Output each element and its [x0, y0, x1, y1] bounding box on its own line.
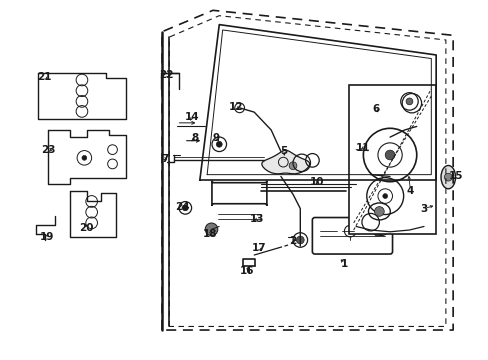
FancyBboxPatch shape — [312, 217, 392, 254]
Text: 18: 18 — [203, 229, 217, 239]
Text: 20: 20 — [79, 223, 93, 233]
Text: 1: 1 — [340, 259, 347, 269]
Text: 12: 12 — [228, 102, 243, 112]
Text: 17: 17 — [251, 243, 266, 253]
Circle shape — [385, 150, 394, 160]
Circle shape — [444, 173, 451, 181]
FancyBboxPatch shape — [211, 181, 266, 206]
Text: 22: 22 — [159, 69, 174, 80]
Circle shape — [405, 98, 412, 105]
Circle shape — [82, 156, 87, 160]
Text: 15: 15 — [447, 171, 462, 181]
Circle shape — [374, 207, 384, 216]
Circle shape — [382, 194, 387, 198]
Circle shape — [182, 205, 188, 211]
Circle shape — [296, 236, 304, 244]
Circle shape — [216, 141, 222, 147]
Text: 6: 6 — [371, 104, 378, 113]
Ellipse shape — [440, 166, 455, 189]
Bar — [348, 85, 435, 234]
Text: 24: 24 — [175, 202, 189, 212]
Text: 13: 13 — [249, 214, 264, 224]
Text: 8: 8 — [191, 133, 198, 143]
Text: 23: 23 — [41, 145, 55, 155]
Text: 3: 3 — [420, 203, 427, 213]
Polygon shape — [262, 150, 309, 174]
Text: 21: 21 — [37, 72, 52, 82]
Text: 14: 14 — [184, 112, 199, 122]
Circle shape — [205, 223, 217, 235]
Text: 19: 19 — [39, 232, 54, 242]
Text: 2: 2 — [289, 236, 296, 246]
Circle shape — [372, 226, 382, 236]
Text: 5: 5 — [279, 147, 286, 157]
Text: 4: 4 — [406, 186, 413, 196]
Text: 7: 7 — [161, 154, 168, 163]
Text: 11: 11 — [355, 143, 370, 153]
Text: 9: 9 — [212, 133, 220, 143]
Text: 10: 10 — [309, 177, 324, 187]
Text: 16: 16 — [239, 266, 254, 276]
Circle shape — [288, 162, 296, 170]
